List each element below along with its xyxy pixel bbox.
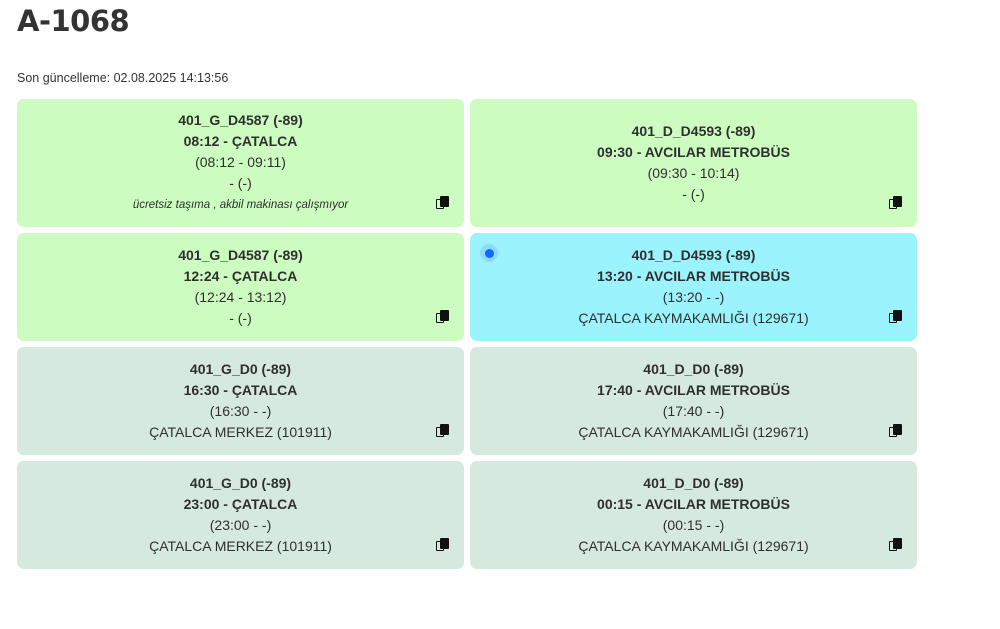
trip-route: 401_D_D0 (-89) [643,361,744,377]
trip-route: 401_G_D4587 (-89) [178,247,303,263]
live-indicator-icon [480,244,498,262]
trip-card[interactable]: 401_G_D4587 (-89) 12:24 - ÇATALCA (12:24… [17,233,464,341]
trip-location: ÇATALCA MERKEZ (101911) [149,424,332,440]
trip-route: 401_G_D0 (-89) [189,361,292,377]
trip-departure: 16:30 - ÇATALCA [183,382,298,398]
trip-card[interactable]: 401_G_D4587 (-89) 08:12 - ÇATALCA (08:12… [17,99,464,227]
copy-icon[interactable] [436,310,450,324]
copy-icon[interactable] [436,196,450,210]
trip-time-range: (12:24 - 13:12) [194,289,287,305]
trip-departure: 13:20 - AVCILAR METROBÜS [597,268,790,284]
trip-time-range: (08:12 - 09:11) [195,154,286,170]
copy-icon[interactable] [436,538,450,552]
trip-card-active[interactable]: 401_D_D4593 (-89) 13:20 - AVCILAR METROB… [470,233,917,341]
trip-route: 401_G_D0 (-89) [189,475,292,491]
trip-time-range: (23:00 - -) [209,517,272,533]
trip-card[interactable]: 401_G_D0 (-89) 16:30 - ÇATALCA (16:30 - … [17,347,464,455]
trip-card[interactable]: 401_D_D4593 (-89) 09:30 - AVCILAR METROB… [470,99,917,227]
trip-time-range: (16:30 - -) [209,403,272,419]
last-updated-text: Son güncelleme: 02.08.2025 14:13:56 [17,71,229,85]
trip-card-grid: 401_G_D4587 (-89) 08:12 - ÇATALCA (08:12… [17,99,917,569]
trip-departure: 12:24 - ÇATALCA [183,268,298,284]
trip-time-range: (00:15 - -) [662,517,725,533]
copy-icon[interactable] [436,424,450,438]
page-title: A-1068 [17,4,130,38]
trip-card[interactable]: 401_G_D0 (-89) 23:00 - ÇATALCA (23:00 - … [17,461,464,569]
trip-location: - (-) [682,186,705,202]
trip-location: ÇATALCA MERKEZ (101911) [149,538,332,554]
trip-time-range: (13:20 - -) [662,289,725,305]
copy-icon[interactable] [889,196,903,210]
trip-route: 401_D_D0 (-89) [643,475,744,491]
copy-icon[interactable] [889,310,903,324]
trip-time-range: (17:40 - -) [662,403,725,419]
trip-departure: 17:40 - AVCILAR METROBÜS [597,382,790,398]
trip-location: - (-) [229,310,252,326]
trip-departure: 08:12 - ÇATALCA [183,133,298,149]
copy-icon[interactable] [889,538,903,552]
trip-card[interactable]: 401_D_D0 (-89) 00:15 - AVCILAR METROBÜS … [470,461,917,569]
trip-location: - (-) [229,175,252,191]
trip-route: 401_D_D4593 (-89) [631,123,756,139]
trip-card[interactable]: 401_D_D0 (-89) 17:40 - AVCILAR METROBÜS … [470,347,917,455]
trip-departure: 09:30 - AVCILAR METROBÜS [597,144,790,160]
trip-note: ücretsiz taşıma , akbil makinası çalışmı… [132,199,349,211]
copy-icon[interactable] [889,424,903,438]
trip-departure: 23:00 - ÇATALCA [183,496,298,512]
trip-route: 401_D_D4593 (-89) [631,247,756,263]
trip-location: ÇATALCA KAYMAKAMLIĞI (129671) [578,538,809,554]
trip-departure: 00:15 - AVCILAR METROBÜS [597,496,790,512]
trip-location: ÇATALCA KAYMAKAMLIĞI (129671) [578,310,809,326]
trip-time-range: (09:30 - 10:14) [647,165,740,181]
trip-route: 401_G_D4587 (-89) [178,112,303,128]
trip-location: ÇATALCA KAYMAKAMLIĞI (129671) [578,424,809,440]
